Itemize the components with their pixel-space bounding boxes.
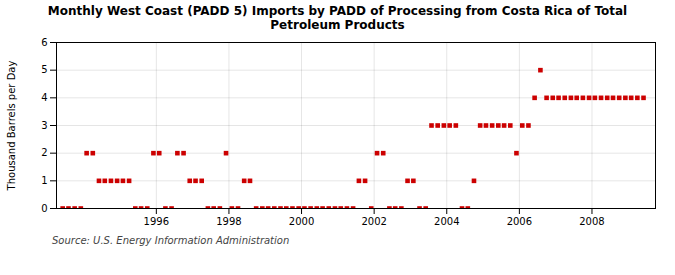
svg-text:2008: 2008 — [579, 216, 604, 227]
svg-text:3: 3 — [41, 120, 47, 131]
html-text:Monthly West Coast (PADD 5) Im: Monthly West Coast (PADD 5) Imports by P… — [47, 4, 628, 32]
svg-text:2: 2 — [41, 147, 47, 158]
svg-text:2000: 2000 — [289, 216, 314, 227]
svg-text:2004: 2004 — [434, 216, 459, 227]
html-text:Source: U.S. Energy Informatio: Source: U.S. Energy Information Administ… — [52, 235, 290, 246]
svg-text:1998: 1998 — [216, 216, 241, 227]
svg-text:2002: 2002 — [361, 216, 386, 227]
svg-text:4: 4 — [41, 92, 47, 103]
svg-text:2006: 2006 — [507, 216, 532, 227]
svg-text:0: 0 — [41, 203, 47, 214]
svg-text:1: 1 — [41, 175, 47, 186]
svg-text:6: 6 — [41, 37, 47, 48]
svg-text:1996: 1996 — [144, 216, 169, 227]
svg-text:Thousand Barrels per Day: Thousand Barrels per Day — [6, 61, 17, 192]
svg-text:5: 5 — [41, 64, 47, 75]
